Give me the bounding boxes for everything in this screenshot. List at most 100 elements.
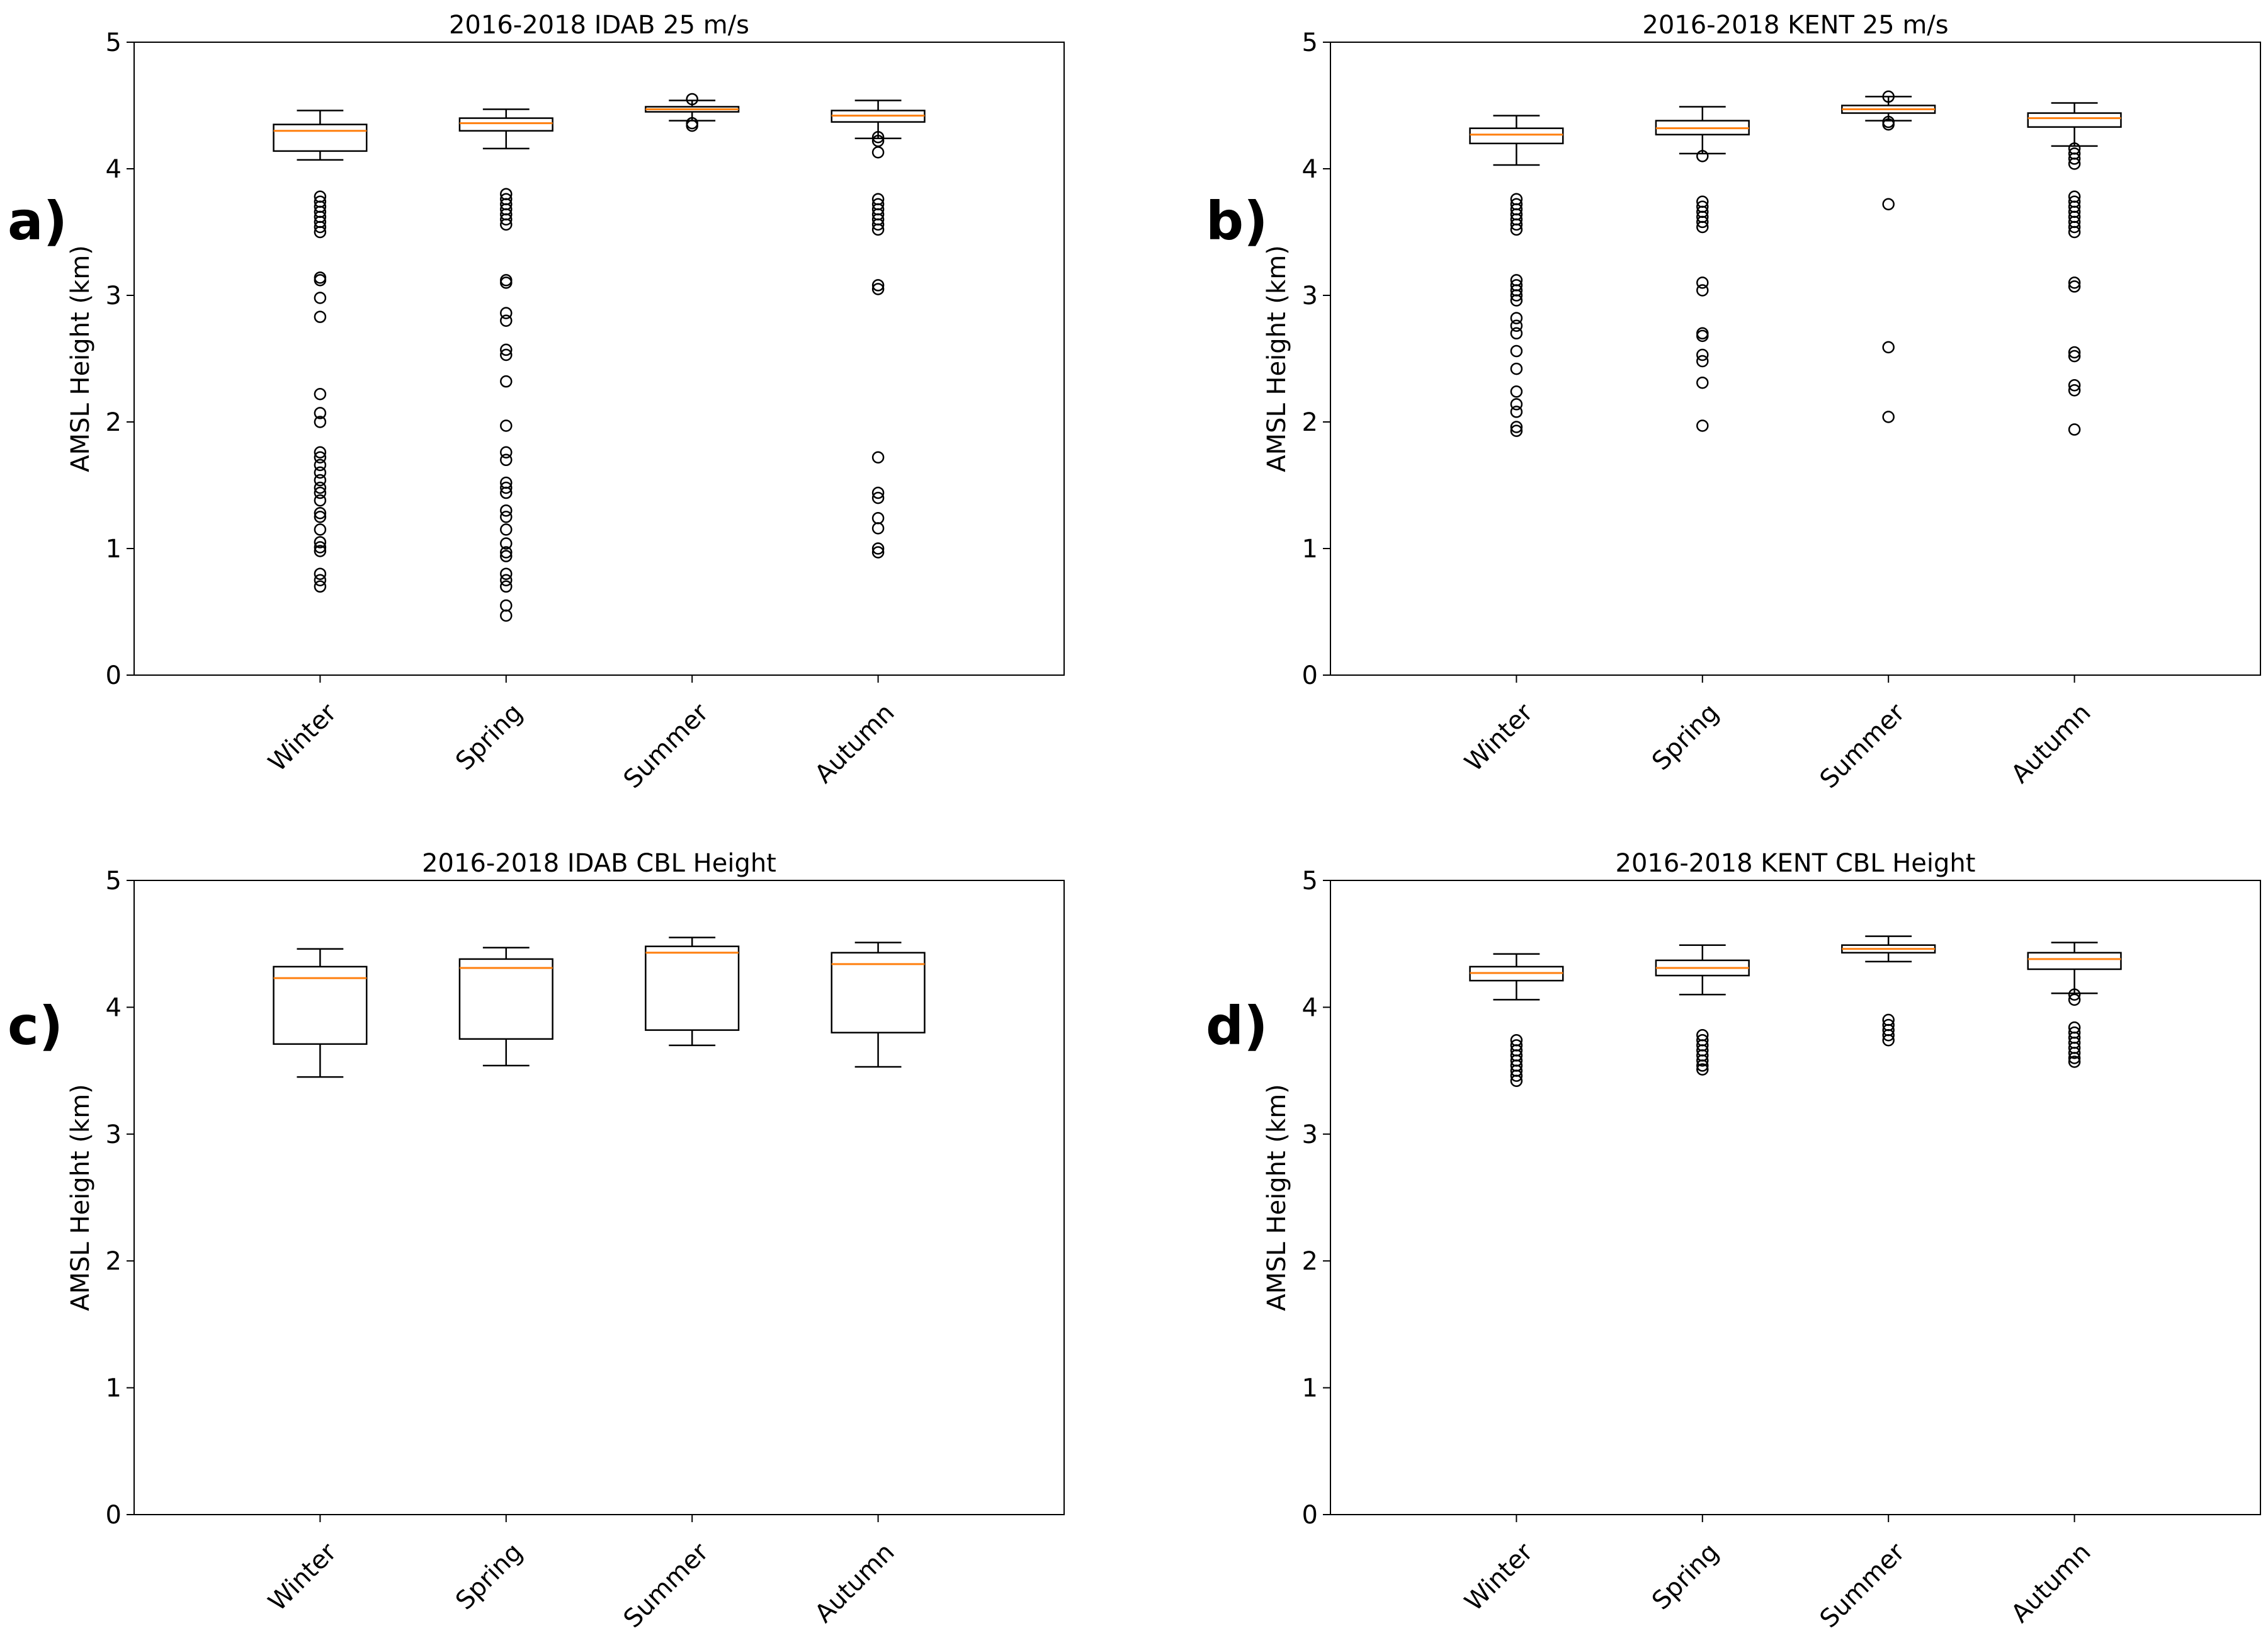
flier-point [314, 545, 327, 557]
x-tick-label: Spring [1647, 698, 1725, 777]
y-tick-label: 0 [1302, 1501, 1318, 1530]
y-tick-label: 3 [1302, 282, 1318, 310]
y-tick-label: 3 [106, 282, 122, 310]
y-tick-label: 1 [1302, 1374, 1318, 1403]
box-spring [458, 947, 553, 1067]
flier-point [500, 574, 513, 586]
flier-point [1510, 312, 1523, 324]
x-tick-label: Winter [1460, 1537, 1539, 1617]
axes-frame [133, 42, 1065, 676]
flier-point [500, 348, 513, 361]
box-spring [1655, 106, 1750, 432]
box-spring [1655, 944, 1750, 1076]
flier-point [500, 504, 513, 517]
flier-point [314, 310, 327, 323]
box-winter [1469, 115, 1564, 437]
flier-point [2068, 988, 2081, 1001]
y-tick-label: 5 [1302, 867, 1318, 896]
flier-point [2068, 384, 2081, 397]
axes-frame [1330, 880, 2261, 1515]
flier-point [1510, 327, 1523, 340]
panel-3: c) 2016-2018 IDAB CBL Height AMSL Height (… [8, 849, 1065, 1633]
flier-point [871, 546, 885, 559]
flier-point [314, 574, 327, 586]
chart-title: 2016-2018 KENT 25 m/s [1642, 11, 1948, 40]
flier-point [2068, 1052, 2081, 1064]
flier-point [871, 486, 885, 499]
x-tick-label: Autumn [809, 698, 900, 789]
flier-point [1882, 90, 1895, 103]
flier-point [500, 537, 513, 550]
flier-point [1696, 327, 1709, 340]
flier-point [1882, 1028, 1895, 1042]
iqr-box [458, 958, 553, 1040]
flier-point [1696, 419, 1709, 432]
flier-point [314, 494, 327, 507]
x-tick-label: Spring [450, 1538, 528, 1616]
y-tick-label: 3 [106, 1120, 122, 1149]
flier-point [1510, 289, 1523, 302]
x-tick-label: Winter [263, 698, 343, 777]
flier-point [314, 388, 327, 401]
chart-title: 2016-2018 IDAB CBL Height [422, 849, 776, 878]
flier-point [500, 453, 513, 467]
y-tick-label: 5 [106, 867, 122, 896]
flier-point [1882, 1034, 1895, 1047]
y-tick-label: 2 [1302, 1247, 1318, 1276]
flier-point [1882, 411, 1895, 423]
iqr-box [1469, 127, 1564, 145]
flier-point [314, 292, 327, 304]
y-tick-label: 4 [1302, 993, 1318, 1022]
flier-point [500, 343, 513, 356]
flier-point [314, 220, 327, 234]
flier-point [1696, 1063, 1709, 1076]
flier-point [2068, 993, 2081, 1006]
flier-point [500, 276, 513, 289]
y-tick-label: 5 [1302, 28, 1318, 57]
y-axis-label: AMSL Height (km) [1262, 245, 1291, 472]
flier-point [1882, 341, 1895, 354]
axes-frame [133, 880, 1065, 1515]
iqr-box [273, 123, 368, 152]
panel-letter: d) [1206, 995, 1268, 1057]
flier-point [871, 218, 885, 231]
flier-point [314, 511, 327, 523]
flier-point [500, 599, 513, 612]
flier-point [314, 451, 327, 464]
x-tick-label: Summer [1815, 1537, 1911, 1633]
flier-point [871, 542, 885, 555]
flier-point [314, 274, 327, 287]
y-tick-label: 2 [1302, 408, 1318, 437]
flier-point [871, 522, 885, 535]
flier-point [314, 506, 327, 520]
flier-point [314, 486, 327, 499]
flier-point [1696, 284, 1709, 297]
flier-point [2068, 1047, 2081, 1059]
flier-point [2068, 423, 2081, 436]
flier-point [500, 567, 513, 580]
flier-point [1510, 344, 1523, 358]
flier-point [314, 458, 327, 472]
flier-point [2068, 346, 2081, 359]
flier-point [2068, 378, 2081, 392]
flier-point [1510, 294, 1523, 307]
flier-point [500, 523, 513, 536]
flier-point [1510, 421, 1523, 433]
y-tick-label: 2 [106, 1247, 122, 1276]
flier-point [1510, 223, 1523, 236]
y-tick-label: 4 [106, 155, 122, 184]
panel-1: a) 2016-2018 IDAB 25 m/s AMSL Height (km) 0… [8, 11, 1065, 794]
flier-point [1510, 319, 1523, 332]
flier-point [314, 466, 327, 479]
flier-point [871, 131, 885, 144]
flier-point [500, 486, 513, 499]
y-tick-label: 2 [106, 408, 122, 437]
flier-point [500, 307, 513, 319]
box-summer [1841, 935, 1936, 1047]
y-tick-label: 0 [106, 661, 122, 690]
box-winter [273, 948, 368, 1078]
flier-point [871, 451, 885, 464]
flier-point [314, 474, 327, 487]
x-tick-label: Winter [1460, 698, 1539, 777]
flier-point [871, 283, 885, 295]
